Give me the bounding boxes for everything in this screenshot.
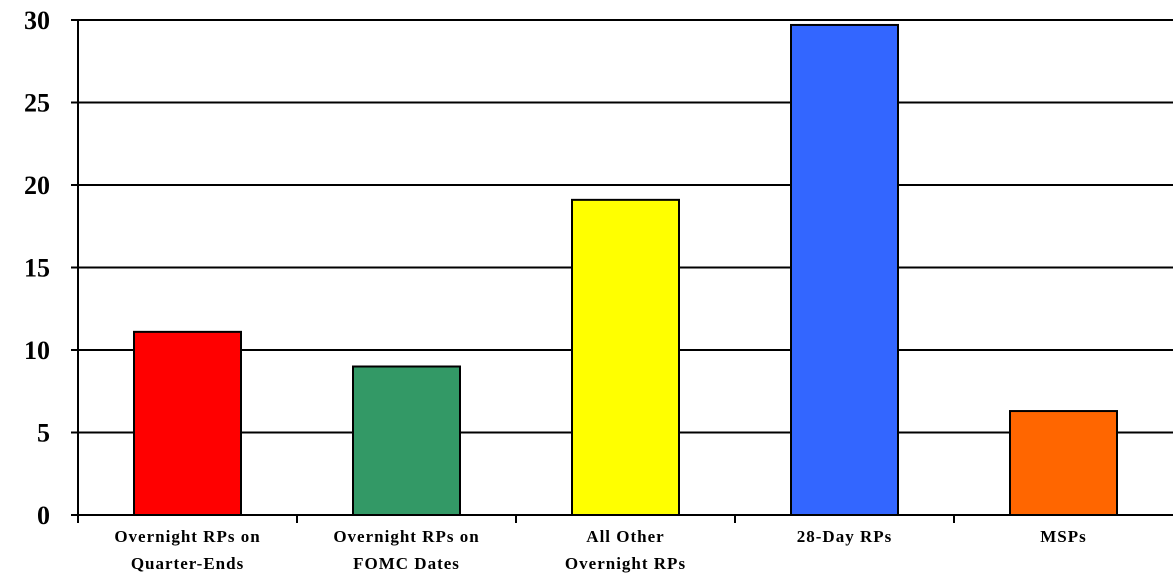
- x-tick-label: FOMC Dates: [353, 554, 460, 573]
- x-tick-label: All Other: [586, 527, 664, 546]
- x-tick-label: Overnight RPs on: [333, 527, 479, 546]
- y-tick-label: 20: [24, 171, 50, 200]
- bar-2: [352, 365, 461, 516]
- y-tick-label: 5: [37, 419, 50, 448]
- x-tick-label: Quarter-Ends: [131, 554, 244, 573]
- x-tick-label: MSPs: [1040, 527, 1087, 546]
- bar-1: [133, 330, 242, 516]
- bar-4: [790, 23, 899, 516]
- x-tick-label: Overnight RPs on: [114, 527, 260, 546]
- y-tick-label: 30: [24, 6, 50, 35]
- y-tick-label: 0: [37, 501, 50, 530]
- y-tick-label: 25: [24, 89, 50, 118]
- y-tick-label: 15: [24, 254, 50, 283]
- x-tick-label: 28-Day RPs: [797, 527, 892, 546]
- bar-3: [571, 198, 680, 516]
- bar-5: [1009, 410, 1118, 516]
- y-tick-label: 10: [24, 336, 50, 365]
- x-tick-label: Overnight RPs: [565, 554, 686, 573]
